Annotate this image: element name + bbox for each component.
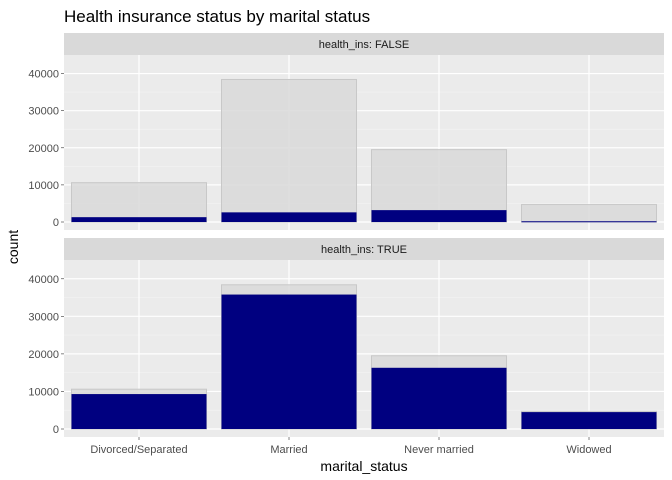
value-bar	[71, 394, 207, 429]
value-bar	[221, 212, 357, 222]
x-axis-title: marital_status	[320, 458, 407, 474]
x-tick-label: Married	[270, 444, 307, 456]
value-bar	[371, 210, 507, 222]
value-bar	[221, 294, 357, 429]
y-tick-label: 40000	[28, 69, 59, 81]
value-bar	[71, 217, 207, 222]
y-tick-label: 0	[53, 217, 59, 229]
value-bar	[521, 221, 657, 223]
facet-strip	[64, 33, 664, 55]
total-bar	[371, 149, 507, 223]
x-tick-label: Never married	[404, 444, 474, 456]
y-tick-label: 10000	[28, 386, 59, 398]
total-bar	[221, 78, 357, 223]
facet-2: health_ins: TRUE 0 10000 20000 30000 40000	[28, 238, 664, 437]
y-axis-title: count	[5, 230, 21, 264]
facet-strip-label: health_ins: TRUE	[321, 244, 407, 256]
value-bar	[371, 367, 507, 429]
facet-strip	[64, 238, 664, 260]
x-tick-label: Widowed	[566, 444, 611, 456]
total-bar	[71, 182, 207, 223]
facet-1: health_ins: FALSE 0 10000 20000 30000 40000	[28, 33, 664, 230]
y-tick-label: 20000	[28, 349, 59, 361]
y-tick-label: 0	[53, 424, 59, 436]
total-bar	[521, 204, 657, 223]
chart-title: Health insurance status by marital statu…	[64, 7, 370, 26]
y-tick-label: 30000	[28, 311, 59, 323]
x-tick-label: Divorced/Separated	[90, 444, 187, 456]
y-tick-label: 30000	[28, 106, 59, 118]
y-tick-label: 10000	[28, 180, 59, 192]
facet-strip-label: health_ins: FALSE	[319, 39, 410, 51]
y-tick-label: 20000	[28, 143, 59, 155]
y-tick-label: 40000	[28, 274, 59, 286]
value-bar	[521, 412, 657, 429]
facet-panels: health_ins: FALSE010000200003000040000he…	[28, 33, 664, 456]
